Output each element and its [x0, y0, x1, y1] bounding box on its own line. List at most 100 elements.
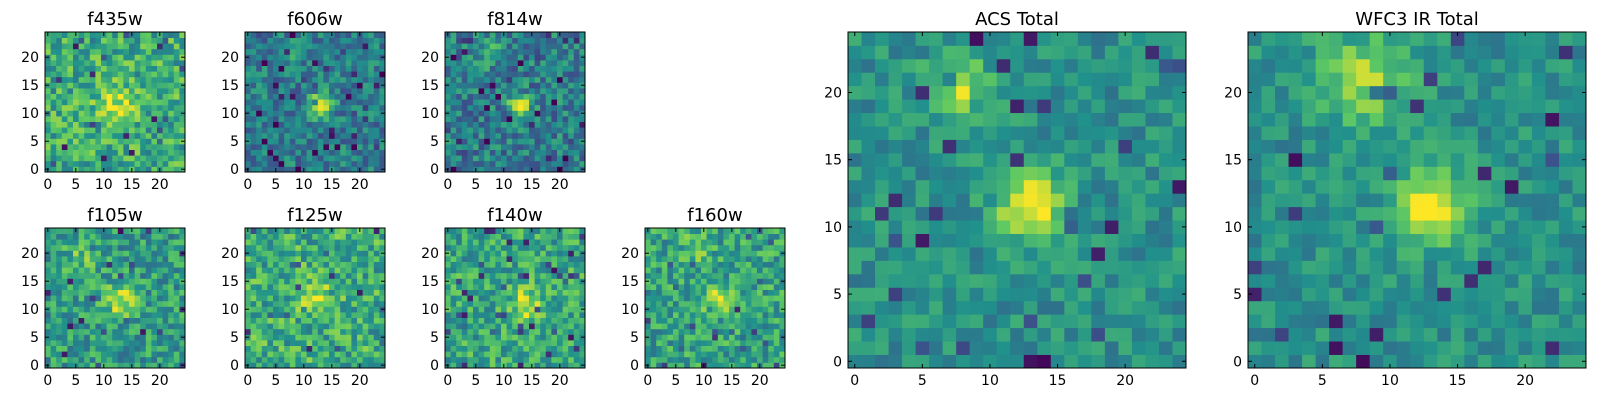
heatmap-cell — [456, 54, 463, 61]
heatmap-cell — [523, 37, 530, 44]
heatmap-cell — [495, 317, 502, 324]
heatmap-cell — [773, 244, 780, 251]
heatmap-cell — [101, 278, 107, 285]
heatmap-cell — [501, 278, 507, 285]
heatmap-cell — [56, 317, 63, 324]
heatmap-cell — [101, 155, 107, 162]
heatmap-cell — [773, 328, 780, 335]
heatmap-cell — [523, 317, 530, 324]
heatmap-cell — [162, 233, 169, 240]
heatmap-cell — [512, 334, 519, 341]
heatmap-cell — [89, 132, 96, 139]
heatmap-cell — [67, 37, 74, 44]
heatmap-cell — [140, 149, 147, 156]
heatmap-cell — [340, 256, 347, 262]
heatmap-cell — [157, 261, 163, 268]
heatmap-cell — [478, 132, 485, 139]
heatmap-cell — [902, 179, 916, 194]
heatmap-cell — [123, 272, 130, 279]
heatmap-cell — [540, 166, 547, 173]
heatmap-cell — [723, 300, 730, 307]
heatmap-cell — [278, 160, 285, 167]
heatmap-cell — [61, 328, 68, 335]
heatmap-cell — [1172, 193, 1187, 208]
heatmap-cell — [151, 239, 158, 246]
heatmap-cell — [484, 48, 491, 55]
heatmap-cell — [173, 244, 180, 251]
heatmap-cell — [134, 340, 141, 346]
heatmap-cell — [461, 312, 468, 318]
heatmap-cell — [848, 193, 862, 208]
y-tick-label: 15 — [421, 78, 439, 94]
heatmap-cell — [261, 138, 268, 145]
heatmap-cell — [517, 43, 524, 50]
heatmap-cell — [140, 334, 147, 341]
heatmap-cell — [340, 93, 347, 100]
heatmap-cell — [112, 289, 119, 296]
heatmap-cell — [50, 328, 57, 335]
heatmap-cell — [768, 239, 775, 246]
heatmap-cell — [689, 345, 696, 352]
heatmap-cell — [278, 149, 285, 156]
heatmap-cell — [1064, 166, 1079, 181]
heatmap-cell — [334, 312, 341, 318]
heatmap-cell — [84, 267, 91, 274]
heatmap-cell — [284, 362, 291, 369]
heatmap-cell — [695, 328, 702, 335]
heatmap-cell — [461, 362, 468, 369]
heatmap-cell — [467, 340, 474, 346]
heatmap-cell — [529, 356, 535, 363]
heatmap-cell — [323, 328, 330, 335]
heatmap-cell — [329, 244, 335, 251]
heatmap-cell — [661, 362, 668, 369]
heatmap-cell — [661, 261, 668, 268]
heatmap-cell — [145, 295, 152, 302]
heatmap-cell — [278, 295, 285, 302]
heatmap-cell — [450, 60, 457, 66]
heatmap-cell — [267, 323, 274, 330]
heatmap-cell — [129, 272, 135, 279]
heatmap-cell — [301, 43, 307, 50]
heatmap-cell — [557, 244, 563, 251]
heatmap-cell — [267, 76, 274, 83]
heatmap-cell — [1010, 354, 1025, 369]
heatmap-cell — [689, 351, 696, 358]
heatmap-cell — [779, 356, 786, 363]
heatmap-cell — [450, 166, 457, 173]
heatmap-cell — [656, 250, 663, 257]
heatmap-cell — [295, 116, 302, 122]
heatmap-cell — [106, 43, 113, 50]
heatmap-cell — [117, 138, 124, 145]
heatmap-cell — [717, 244, 724, 251]
heatmap-cell — [151, 65, 158, 72]
heatmap-cell — [101, 82, 107, 89]
heatmap-cell — [473, 116, 479, 122]
heatmap-cell — [734, 278, 741, 285]
heatmap-cell — [656, 256, 663, 262]
heatmap-cell — [61, 233, 68, 240]
heatmap-cell — [340, 244, 347, 251]
heatmap-cells — [848, 32, 1187, 369]
heatmap-cell — [101, 250, 107, 257]
heatmap-cell — [284, 345, 291, 352]
heatmap-cell — [450, 317, 457, 324]
heatmap-cell — [684, 312, 691, 318]
heatmap-cell — [345, 32, 352, 38]
heatmap-cell — [329, 76, 335, 83]
heatmap-cell — [106, 345, 113, 352]
heatmap-cell — [273, 104, 279, 111]
heatmap-cell — [512, 295, 519, 302]
heatmap-cell — [456, 43, 463, 50]
heatmap-cell — [301, 233, 307, 240]
heatmap-cell — [306, 43, 313, 50]
heatmap-cell — [983, 273, 998, 288]
heatmap-cell — [506, 160, 513, 167]
heatmap-cell — [84, 155, 91, 162]
heatmap-cell — [256, 121, 263, 128]
heatmap-cell — [512, 289, 519, 296]
heatmap-cell — [751, 267, 758, 274]
heatmap-cell — [56, 244, 63, 251]
heatmap-cell — [273, 160, 279, 167]
heatmap-cell — [517, 323, 524, 330]
heatmap-cell — [162, 76, 169, 83]
